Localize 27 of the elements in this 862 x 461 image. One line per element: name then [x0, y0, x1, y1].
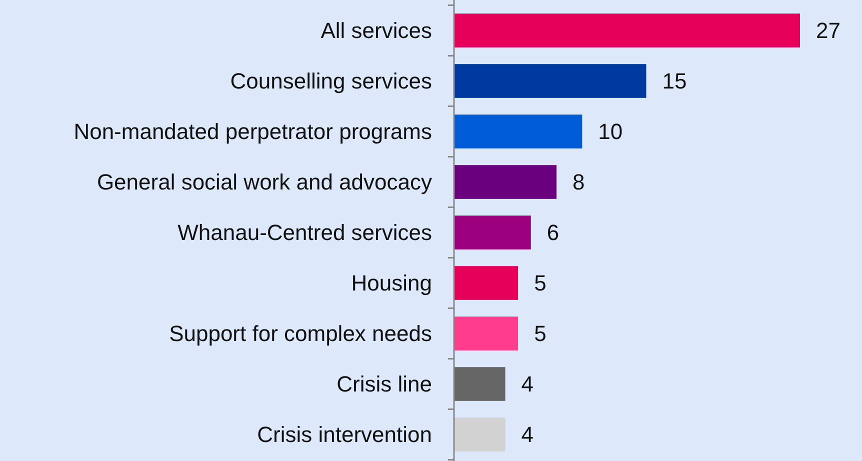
bar — [454, 14, 800, 48]
bar — [454, 216, 531, 250]
y-tick-label: General social work and advocacy — [96, 170, 432, 195]
data-label: 4 — [521, 372, 534, 397]
data-label: 10 — [598, 119, 623, 144]
data-label: 6 — [546, 220, 560, 246]
data-label: 5 — [534, 270, 546, 296]
y-tick-label: Support for complex needs — [169, 321, 432, 346]
y-tick-label: All services — [320, 18, 432, 44]
bar — [454, 266, 518, 300]
data-label: 4 — [521, 422, 534, 448]
y-tick-label: Whanau-Centred services — [178, 220, 432, 246]
bar — [454, 114, 582, 148]
bar — [454, 418, 506, 452]
data-label: 27 — [816, 18, 840, 44]
bar — [454, 64, 646, 98]
y-tick-label: Counselling services — [230, 68, 432, 94]
y-tick-label: Non-mandated perpetrator programs — [74, 119, 432, 144]
bar — [454, 367, 506, 401]
y-tick-label: Crisis intervention — [257, 422, 432, 448]
y-tick-label: Crisis line — [336, 372, 432, 397]
bar — [454, 316, 518, 350]
data-label: 8 — [572, 170, 585, 195]
y-tick-label: Housing — [351, 270, 432, 296]
bar — [454, 165, 557, 199]
data-label: 15 — [662, 68, 687, 94]
data-label: 5 — [534, 321, 546, 346]
